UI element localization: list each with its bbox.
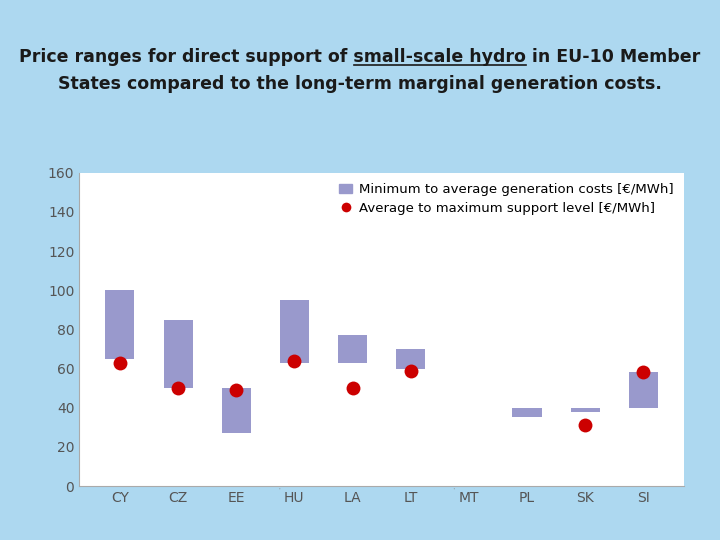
Point (347, 384, 359, 393)
Bar (571, 408, 600, 411)
Bar (513, 408, 541, 417)
Text: Price ranges for direct support of small-scale hydro in EU-10 Member: Price ranges for direct support of small… (19, 48, 701, 66)
Point (405, 366, 416, 375)
Legend: Minimum to average generation costs [€/MWh], Average to maximum support level [€: Minimum to average generation costs [€/M… (335, 179, 678, 219)
Bar (222, 388, 251, 433)
Bar (629, 373, 658, 408)
Bar (280, 300, 309, 363)
Point (580, 421, 591, 430)
Point (114, 359, 126, 367)
Point (637, 368, 649, 377)
Text: States compared to the long-term marginal generation costs.: States compared to the long-term margina… (58, 75, 662, 93)
Bar (338, 335, 367, 363)
Bar (163, 320, 193, 388)
Point (230, 386, 242, 394)
Point (172, 384, 184, 393)
Point (289, 356, 300, 365)
Bar (105, 291, 135, 359)
Bar (396, 349, 426, 368)
